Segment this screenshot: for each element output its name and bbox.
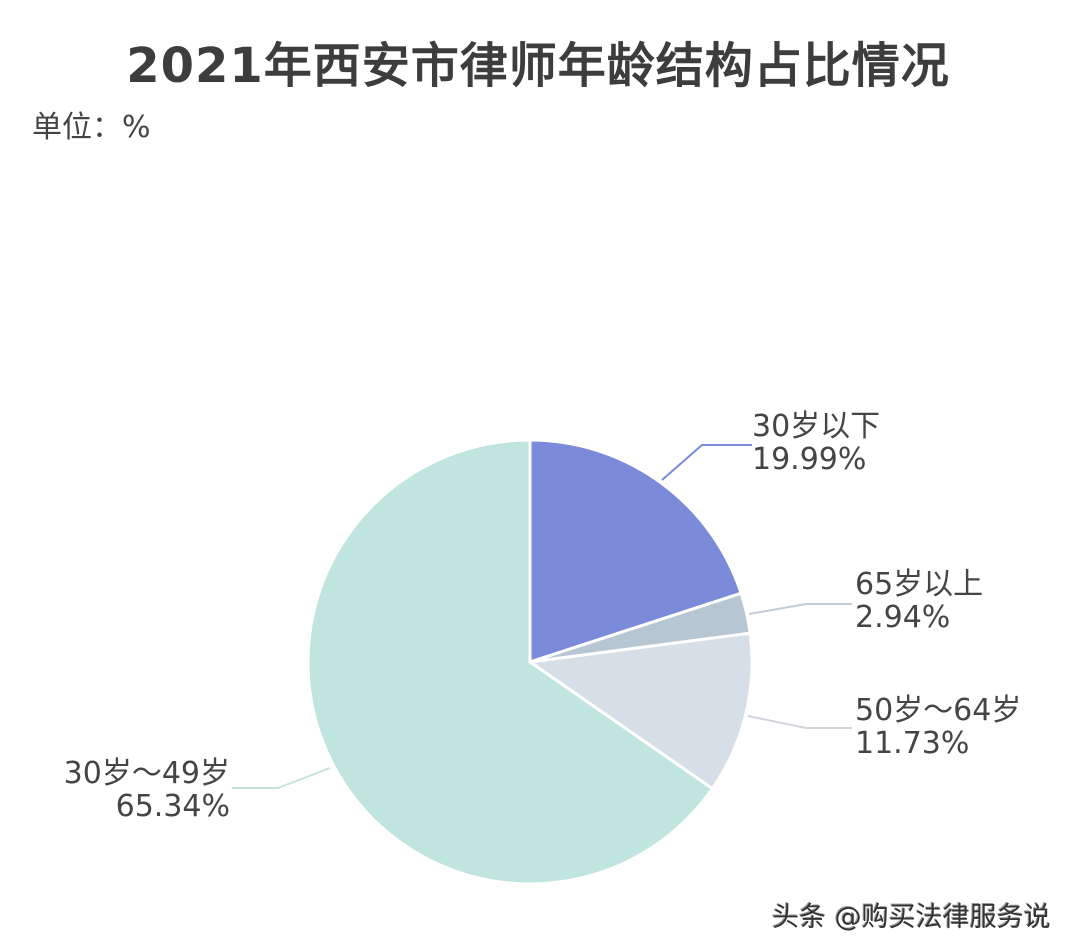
pie-slices [306,438,754,886]
slice-value: 2.94% [855,600,951,635]
data-label-30-49: 30岁～49岁 65.34% [30,757,230,823]
slice-name: 30岁～49岁 [63,756,230,791]
pie-slice [525,631,754,791]
leader-line-50-64 [747,715,852,729]
chart-title: 2021年西安市律师年龄结构占比情况 [126,38,950,94]
leader-line-under-30 [661,444,752,481]
slice-name: 30岁以下 [752,409,881,444]
slice-value: 65.34% [115,789,230,824]
data-label-50-64: 50岁～64岁 11.73% [855,694,1021,760]
pie-slice [306,438,715,886]
watermark: 头条 @购买法律服务说 [772,902,1051,933]
data-label-over-65: 65岁以上 2.94% [855,568,983,634]
leader-line-30-49 [232,767,331,789]
data-label-under-30: 30岁以下 19.99% [752,410,880,476]
slice-value: 11.73% [855,726,970,761]
pie-slice [528,438,743,665]
unit-label: 单位：% [32,110,151,145]
leader-line-over-65 [748,603,852,615]
slice-name: 50岁～64岁 [855,693,1022,728]
slice-name: 65岁以上 [855,567,984,602]
slice-value: 19.99% [752,442,867,477]
